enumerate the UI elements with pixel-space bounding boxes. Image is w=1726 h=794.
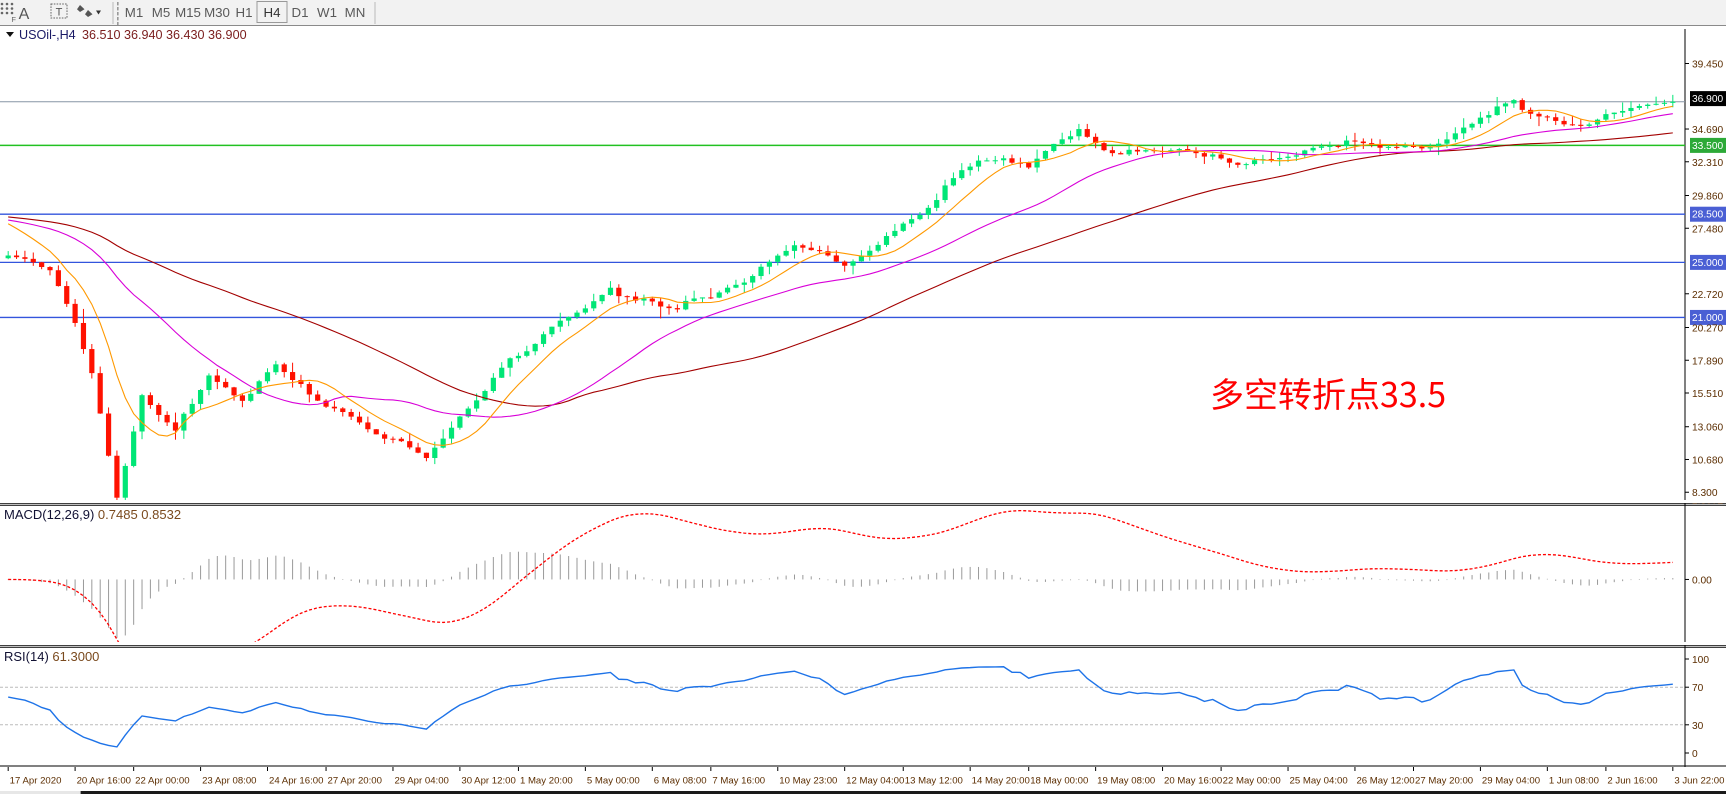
svg-text:24 Apr 16:00: 24 Apr 16:00 <box>269 776 323 787</box>
svg-text:29.860: 29.860 <box>1692 191 1723 202</box>
svg-text:3 Jun 22:00: 3 Jun 22:00 <box>1674 776 1724 787</box>
svg-text:26 May 12:00: 26 May 12:00 <box>1356 776 1414 787</box>
svg-text:7 May 16:00: 7 May 16:00 <box>712 776 765 787</box>
svg-text:13 May 12:00: 13 May 12:00 <box>905 776 963 787</box>
svg-text:W1: W1 <box>317 5 337 20</box>
svg-text:30 Apr 12:00: 30 Apr 12:00 <box>461 776 515 787</box>
svg-text:17 Apr 2020: 17 Apr 2020 <box>10 776 62 787</box>
svg-text:22.720: 22.720 <box>1692 290 1723 301</box>
svg-text:M5: M5 <box>152 5 170 20</box>
svg-text:8.300: 8.300 <box>1692 488 1718 499</box>
svg-text:A: A <box>19 6 30 23</box>
svg-text:32.310: 32.310 <box>1692 158 1723 169</box>
svg-text:27 Apr 20:00: 27 Apr 20:00 <box>328 776 382 787</box>
svg-text:28.500: 28.500 <box>1692 210 1723 221</box>
svg-text:M30: M30 <box>204 5 230 20</box>
svg-text:100: 100 <box>1692 655 1709 666</box>
svg-text:20 Apr 16:00: 20 Apr 16:00 <box>77 776 131 787</box>
svg-text:33.500: 33.500 <box>1692 141 1723 152</box>
svg-text:H4: H4 <box>264 5 281 20</box>
svg-text:D1: D1 <box>292 5 309 20</box>
svg-text:25.000: 25.000 <box>1692 258 1723 269</box>
svg-text:H1: H1 <box>236 5 253 20</box>
svg-text:10.680: 10.680 <box>1692 455 1723 466</box>
svg-text:MACD(12,26,9) 0.7485 0.8532: MACD(12,26,9) 0.7485 0.8532 <box>4 507 181 522</box>
svg-text:19 May 08:00: 19 May 08:00 <box>1097 776 1155 787</box>
svg-text:27 May 20:00: 27 May 20:00 <box>1415 776 1473 787</box>
svg-text:20.270: 20.270 <box>1692 323 1723 334</box>
svg-text:22 May 00:00: 22 May 00:00 <box>1223 776 1281 787</box>
svg-text:13.060: 13.060 <box>1692 423 1723 434</box>
svg-text:0.00: 0.00 <box>1692 575 1712 586</box>
svg-text:29 May 04:00: 29 May 04:00 <box>1482 776 1540 787</box>
svg-text:5 May 00:00: 5 May 00:00 <box>587 776 640 787</box>
svg-text:25 May 04:00: 25 May 04:00 <box>1290 776 1348 787</box>
svg-text:多空转折点33.5: 多空转折点33.5 <box>1210 368 1446 417</box>
svg-text:MN: MN <box>345 5 366 20</box>
svg-text:36.900: 36.900 <box>1692 94 1723 105</box>
svg-text:22 Apr 00:00: 22 Apr 00:00 <box>135 776 189 787</box>
svg-text:34.690: 34.690 <box>1692 125 1723 136</box>
svg-text:12 May 04:00: 12 May 04:00 <box>846 776 904 787</box>
svg-text:10 May 23:00: 10 May 23:00 <box>779 776 837 787</box>
svg-text:2 Jun 16:00: 2 Jun 16:00 <box>1607 776 1657 787</box>
svg-text:6 May 08:00: 6 May 08:00 <box>654 776 707 787</box>
svg-text:14 May 20:00: 14 May 20:00 <box>972 776 1030 787</box>
svg-text:RSI(14) 61.3000: RSI(14) 61.3000 <box>4 649 99 664</box>
svg-text:29 Apr 04:00: 29 Apr 04:00 <box>394 776 448 787</box>
svg-text:F: F <box>11 15 16 24</box>
svg-text:39.450: 39.450 <box>1692 60 1723 71</box>
svg-text:0: 0 <box>1692 749 1698 760</box>
svg-text:2.3072: 2.3072 <box>1692 503 1723 506</box>
svg-text:21.000: 21.000 <box>1692 313 1723 324</box>
svg-text:M15: M15 <box>175 5 201 20</box>
svg-text:T: T <box>56 7 63 19</box>
svg-text:27.480: 27.480 <box>1692 224 1723 235</box>
svg-text:30: 30 <box>1692 721 1704 732</box>
svg-text:1 Jun 08:00: 1 Jun 08:00 <box>1549 776 1599 787</box>
svg-text:M1: M1 <box>125 5 143 20</box>
svg-text:17.890: 17.890 <box>1692 356 1723 367</box>
svg-text:70: 70 <box>1692 683 1704 694</box>
svg-text:18 May 00:00: 18 May 00:00 <box>1030 776 1088 787</box>
svg-text:1 May 20:00: 1 May 20:00 <box>520 776 573 787</box>
svg-text:15.510: 15.510 <box>1692 389 1723 400</box>
svg-text:20 May 16:00: 20 May 16:00 <box>1164 776 1222 787</box>
svg-text:23 Apr 08:00: 23 Apr 08:00 <box>202 776 256 787</box>
